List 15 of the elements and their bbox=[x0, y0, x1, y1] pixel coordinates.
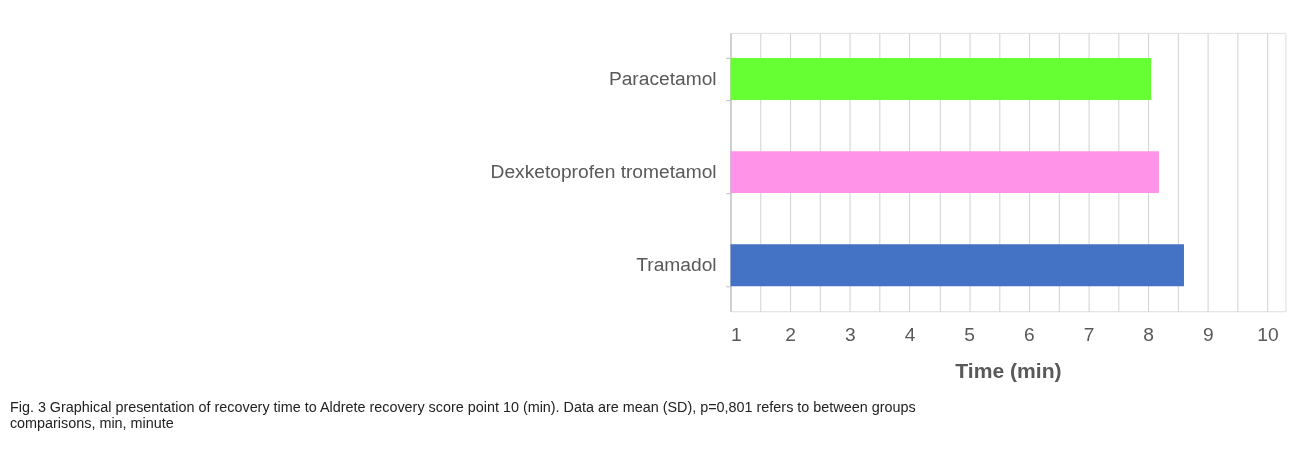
x-axis-title: Time (min) bbox=[955, 359, 1062, 383]
x-tick-label: 6 bbox=[1023, 323, 1035, 345]
x-tick-label: 3 bbox=[845, 323, 856, 345]
caption: Fig. 3 Graphical presentation of recovery time to Aldrete recovery score point 10 (min). Data are mean (SD), p=0,801 refers to between groups comparisons, min, minute bbox=[9, 399, 916, 432]
x-tick-label: 4 bbox=[904, 323, 916, 345]
y-tick-label: Dexketoprofen trometamol bbox=[490, 161, 717, 183]
x-tick-label: 1 bbox=[731, 323, 742, 345]
y-tick-label: Tramadol bbox=[636, 254, 717, 276]
x-tick-label: 9 bbox=[1202, 323, 1214, 345]
x-tick-label: 7 bbox=[1083, 323, 1095, 345]
x-tick-label: 2 bbox=[785, 323, 797, 345]
y-tick-label: Paracetamol bbox=[608, 68, 717, 90]
x-tick-label: 10 bbox=[1257, 323, 1279, 345]
x-tick-label: 5 bbox=[964, 323, 975, 345]
x-tick-label: 8 bbox=[1143, 323, 1154, 345]
